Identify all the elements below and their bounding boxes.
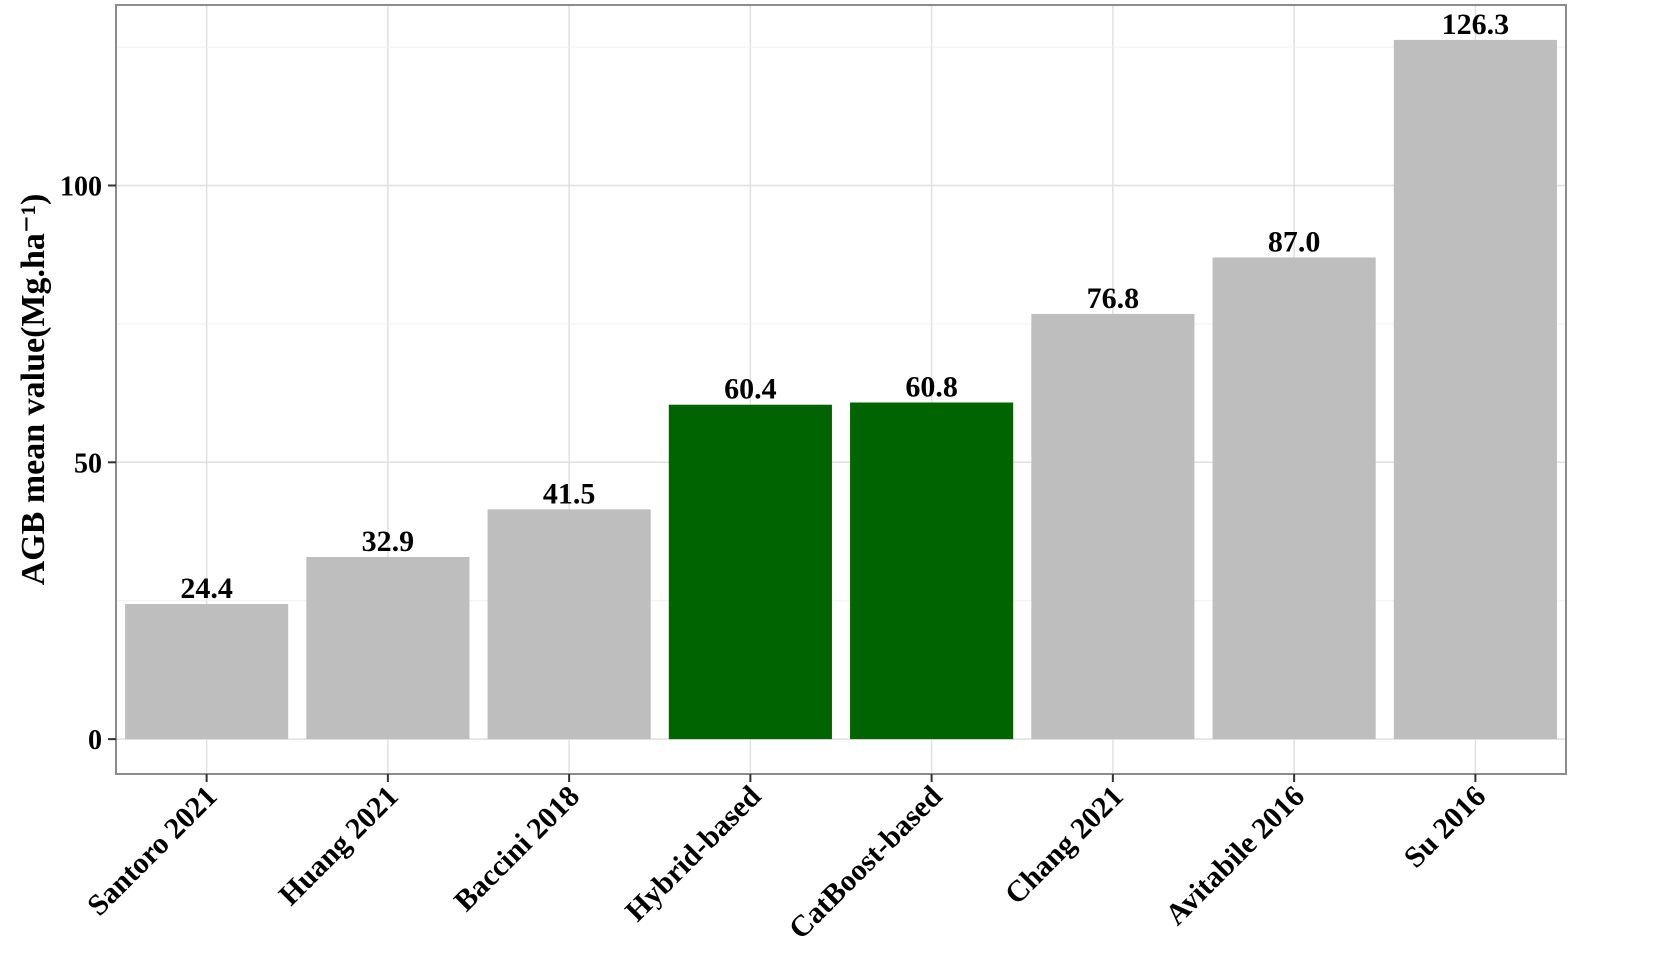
bar-hybrid-based	[668, 404, 832, 740]
data-labels-group: 24.4 32.9 41.5 60.4 60.8 76.8 87.0 126.3	[180, 8, 1509, 605]
y-axis: 0 50 100	[60, 171, 116, 756]
bar-chang-2021	[1031, 313, 1195, 740]
bar-su-2016	[1393, 39, 1557, 740]
y-tick-label: 50	[74, 448, 102, 479]
bar-baccini-2018	[487, 509, 651, 740]
bar-catboost-based	[850, 402, 1014, 740]
data-label: 60.4	[724, 373, 777, 406]
bar-avitabile-2016	[1212, 257, 1376, 740]
data-label: 126.3	[1442, 8, 1510, 41]
plot-panel-border	[115, 4, 1567, 775]
bars-group	[125, 39, 1557, 740]
data-label: 32.9	[362, 525, 415, 558]
y-tick-label: 0	[88, 725, 102, 756]
y-tick-label: 100	[60, 171, 102, 202]
y-axis-title: AGB mean value(Mg.ha⁻¹)	[15, 194, 52, 586]
bar-huang-2021	[306, 556, 470, 740]
data-label: 76.8	[1087, 282, 1140, 315]
data-label: 87.0	[1268, 225, 1321, 258]
data-label: 60.8	[905, 371, 958, 404]
data-label: 24.4	[180, 572, 233, 605]
bar-santoro-2021	[125, 604, 289, 740]
data-label: 41.5	[543, 477, 596, 510]
